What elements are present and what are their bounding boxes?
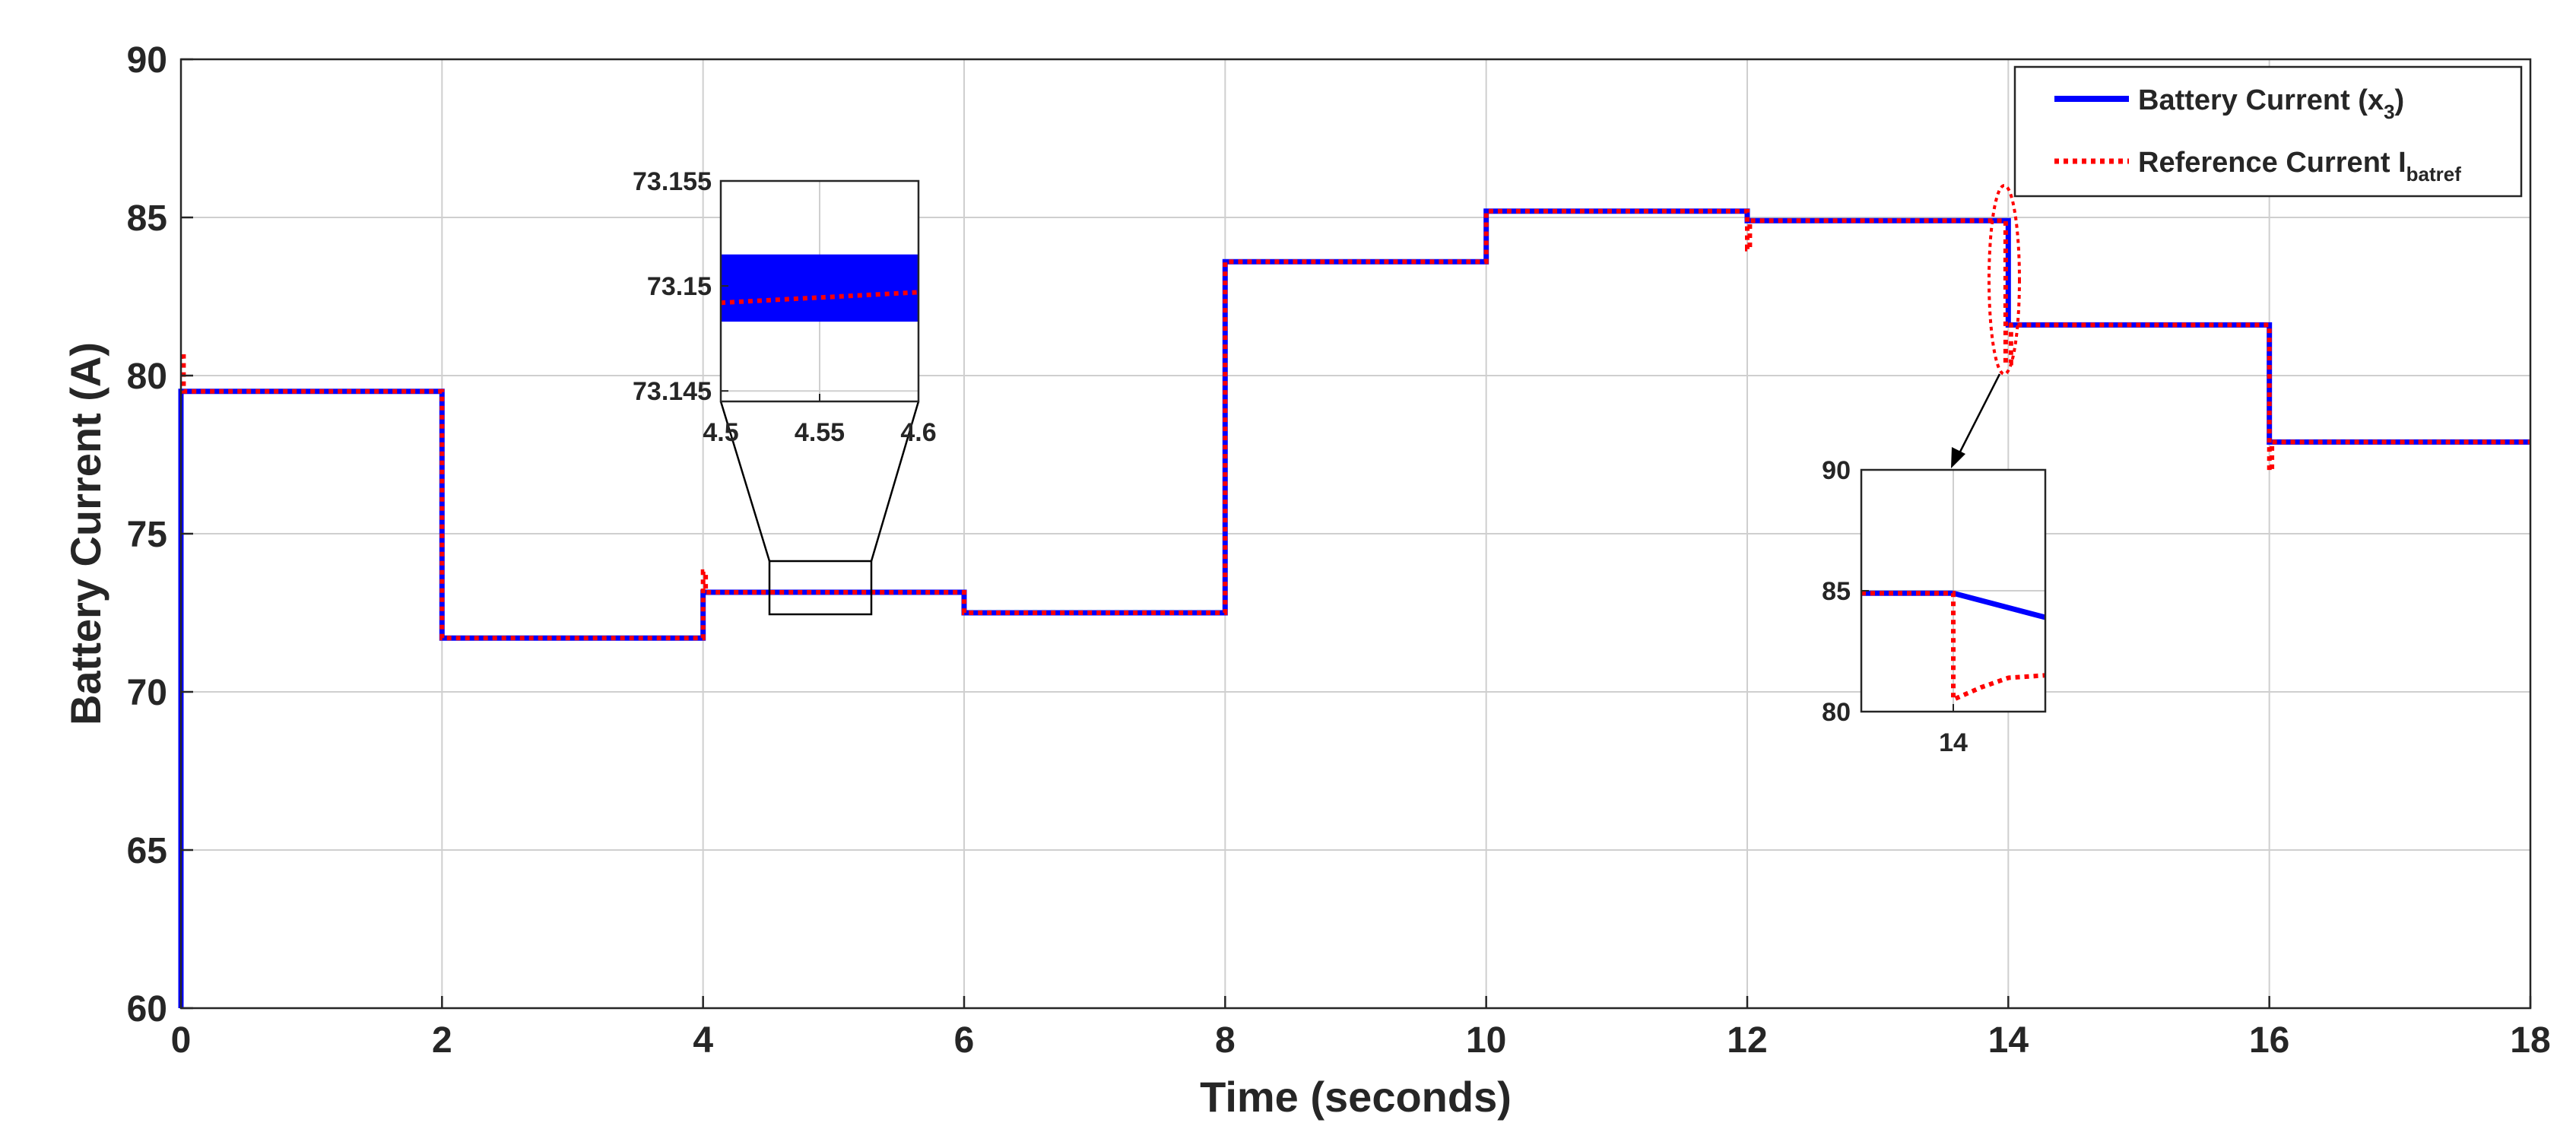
legend-entry-subscript: 3 [2384, 100, 2394, 123]
inset-x-tick-label: 4.6 [900, 418, 936, 447]
inset-reference-current-line [1861, 591, 2046, 703]
zoom-inset-14s: 14 80 85 90 [1822, 456, 2047, 757]
x-tick-label: 18 [2510, 1020, 2550, 1061]
x-tick-label: 0 [171, 1020, 192, 1061]
y-tick-label: 80 [127, 357, 167, 397]
x-tick-label: 2 [432, 1020, 452, 1061]
x-tick-label: 10 [1466, 1020, 1506, 1061]
legend-entry-label: Battery Current (x3) [2138, 84, 2404, 123]
inset-y-tick-label: 85 [1822, 577, 1851, 606]
y-tick-label: 75 [127, 515, 167, 555]
y-tick-label: 90 [127, 40, 167, 81]
legend-box [2013, 65, 2523, 198]
y-tick-label: 65 [127, 831, 167, 871]
inset-y-tick-label: 90 [1822, 456, 1851, 485]
inset-y-tick-label: 73.155 [633, 167, 712, 196]
y-axis-title: Battery Current (A) [62, 342, 109, 725]
inset-reference-current-line [720, 290, 919, 306]
legend-entry-label: Reference Current Ibatref [2138, 147, 2461, 186]
x-tick-label: 16 [2249, 1020, 2289, 1061]
zoom-region-box [768, 560, 873, 616]
zoom-connector-right [870, 401, 920, 562]
annotation-arrow [1955, 373, 2001, 460]
axis-ticks: 0 2 4 6 8 10 12 14 16 18 60 65 70 75 80 85 90 [127, 40, 2551, 1061]
x-axis-title: Time (seconds) [1200, 1073, 1512, 1121]
y-tick-label: 70 [127, 673, 167, 713]
inset-x-tick-label: 14 [1939, 728, 1968, 757]
inset-x-tick-label: 4.55 [795, 418, 845, 447]
y-tick-label: 85 [127, 198, 167, 239]
inset-y-tick-label: 73.145 [633, 377, 712, 406]
y-tick-label: 60 [127, 989, 167, 1029]
series-line-reference-current [181, 208, 2530, 641]
legend-entry-text: Reference Current I [2138, 147, 2406, 179]
highlight-ellipse [1988, 184, 2021, 376]
legend-entry-text: Battery Current (x [2138, 84, 2384, 116]
x-tick-label: 14 [1988, 1020, 2029, 1061]
x-tick-label: 4 [693, 1020, 713, 1061]
x-tick-label: 12 [1727, 1020, 1767, 1061]
series-layer [178, 208, 2530, 1008]
annotations [719, 184, 2021, 616]
inset-x-tick-label: 4.5 [703, 418, 738, 447]
zoom-inset-4-5s: 4.5 4.55 4.6 73.145 73.15 73.155 [633, 167, 937, 447]
x-tick-label: 8 [1215, 1020, 1236, 1061]
zoom-connector-left [719, 401, 771, 562]
legend: Battery Current (x3) Reference Current Ib… [2013, 65, 2523, 198]
annotation-arrowhead [1951, 447, 1965, 468]
legend-entry-subscript: batref [2406, 163, 2462, 186]
legend-entry-suffix: ) [2395, 84, 2405, 116]
inset-y-tick-label: 73.15 [647, 272, 712, 301]
x-tick-label: 6 [954, 1020, 975, 1061]
inset-y-tick-label: 80 [1822, 698, 1851, 727]
inset-battery-current-band [721, 254, 918, 322]
